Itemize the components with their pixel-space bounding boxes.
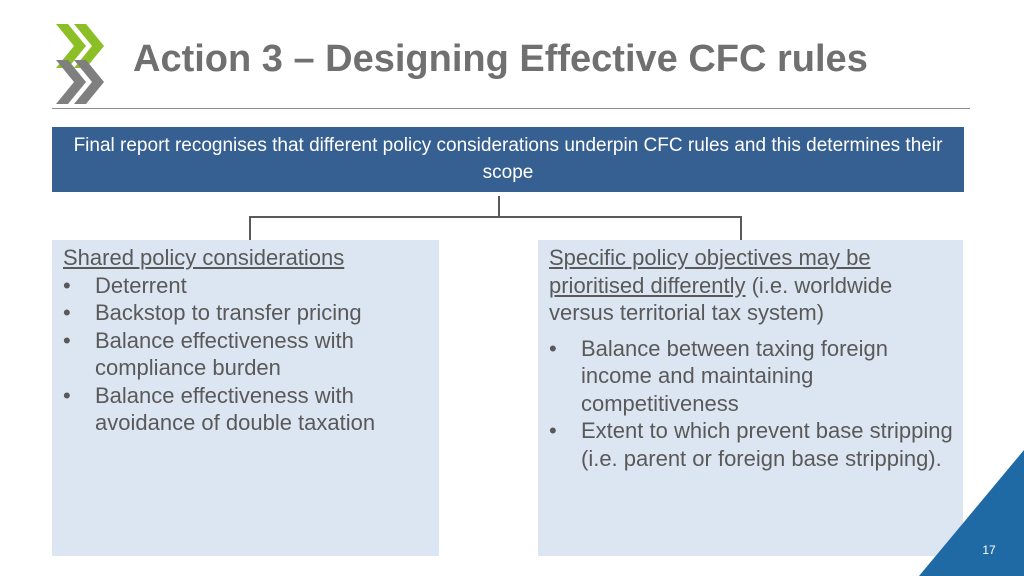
oecd-chevron-logo-icon xyxy=(56,24,104,104)
specific-objectives-heading-underlined: Specific policy objectives may be priori… xyxy=(549,245,871,298)
slide-title: Action 3 – Designing Effective CFC rules xyxy=(133,38,868,80)
banner-text: Final report recognises that different p… xyxy=(73,135,943,183)
bullet-glyph: • xyxy=(549,335,557,361)
list-item: • Balance between taxing foreign income a… xyxy=(549,335,888,416)
list-item: • Balance effectiveness with compliance b… xyxy=(63,327,354,381)
bullet-glyph: • xyxy=(63,327,71,353)
list-item: • Backstop to transfer pricing xyxy=(63,300,362,325)
corner-triangle-decoration-icon xyxy=(919,450,1024,576)
shared-considerations-list: • Deterrent • Backstop to transfer pricing… xyxy=(63,272,431,437)
specific-objectives-list: • Balance between taxing foreign income a… xyxy=(549,335,955,473)
summary-banner: Final report recognises that different p… xyxy=(52,127,964,192)
list-item: • Extent to which prevent base stripping … xyxy=(549,418,953,471)
bullet-glyph: • xyxy=(63,272,71,298)
shared-considerations-box: Shared policy considerations • Deterrent … xyxy=(52,240,439,556)
list-item: • Balance effectiveness with avoidance of… xyxy=(63,382,376,436)
shared-considerations-heading: Shared policy considerations xyxy=(63,245,345,270)
title-divider xyxy=(52,108,970,109)
connector-stem xyxy=(498,196,500,217)
bullet-glyph: • xyxy=(549,418,557,443)
bullet-glyph: • xyxy=(63,300,71,325)
connector-left-drop xyxy=(249,216,251,240)
page-number: 17 xyxy=(982,543,996,557)
specific-objectives-heading-rest: (i.e. worldwide versus territorial tax s… xyxy=(549,272,893,326)
list-item: • Deterrent xyxy=(63,272,187,298)
specific-objectives-box: Specific policy objectives may be priori… xyxy=(538,240,963,556)
bullet-glyph: • xyxy=(63,382,71,408)
connector-right-drop xyxy=(740,216,742,240)
connector-bar xyxy=(249,216,742,218)
specific-objectives-heading: Specific policy objectives may be priori… xyxy=(549,244,955,327)
